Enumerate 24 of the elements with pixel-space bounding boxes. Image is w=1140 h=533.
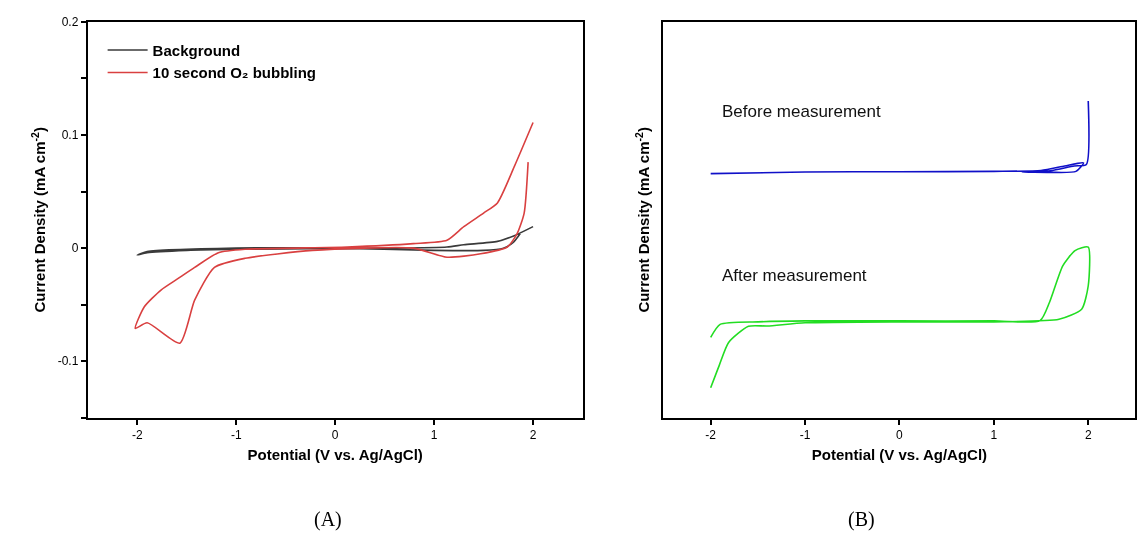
x-tick-label: 2 <box>1084 428 1092 443</box>
x-tick-label: -2 <box>131 428 143 443</box>
x-tick-label: 2 <box>529 428 537 443</box>
legend-label: 10 second O₂ bubbling <box>152 64 316 82</box>
line-series <box>134 121 534 344</box>
x-axis-title: Potential (V vs. Ag/AgCl) <box>811 445 988 463</box>
x-tick-label: 0 <box>331 428 339 443</box>
y-tick-label: 0 <box>71 241 79 256</box>
x-tick-label: 0 <box>896 428 904 443</box>
y-tick-label: -0.1 <box>57 354 79 369</box>
x-tick-label: 1 <box>990 428 998 443</box>
y-tick-label: 0.1 <box>61 128 79 143</box>
line-series <box>136 225 534 256</box>
x-tick-label: -1 <box>799 428 811 443</box>
x-tick-label: -2 <box>705 428 717 443</box>
text: (B) <box>848 508 875 531</box>
x-tick-label: -1 <box>230 428 242 443</box>
legend-label: Background <box>152 41 241 59</box>
x-tick-label: 1 <box>430 428 438 443</box>
text: Before measurement <box>722 102 882 121</box>
text: After measurement <box>722 266 867 285</box>
text: (A) <box>314 508 342 531</box>
y-tick-label: 0.2 <box>61 15 79 30</box>
x-axis-title: Potential (V vs. Ag/AgCl) <box>247 445 423 463</box>
